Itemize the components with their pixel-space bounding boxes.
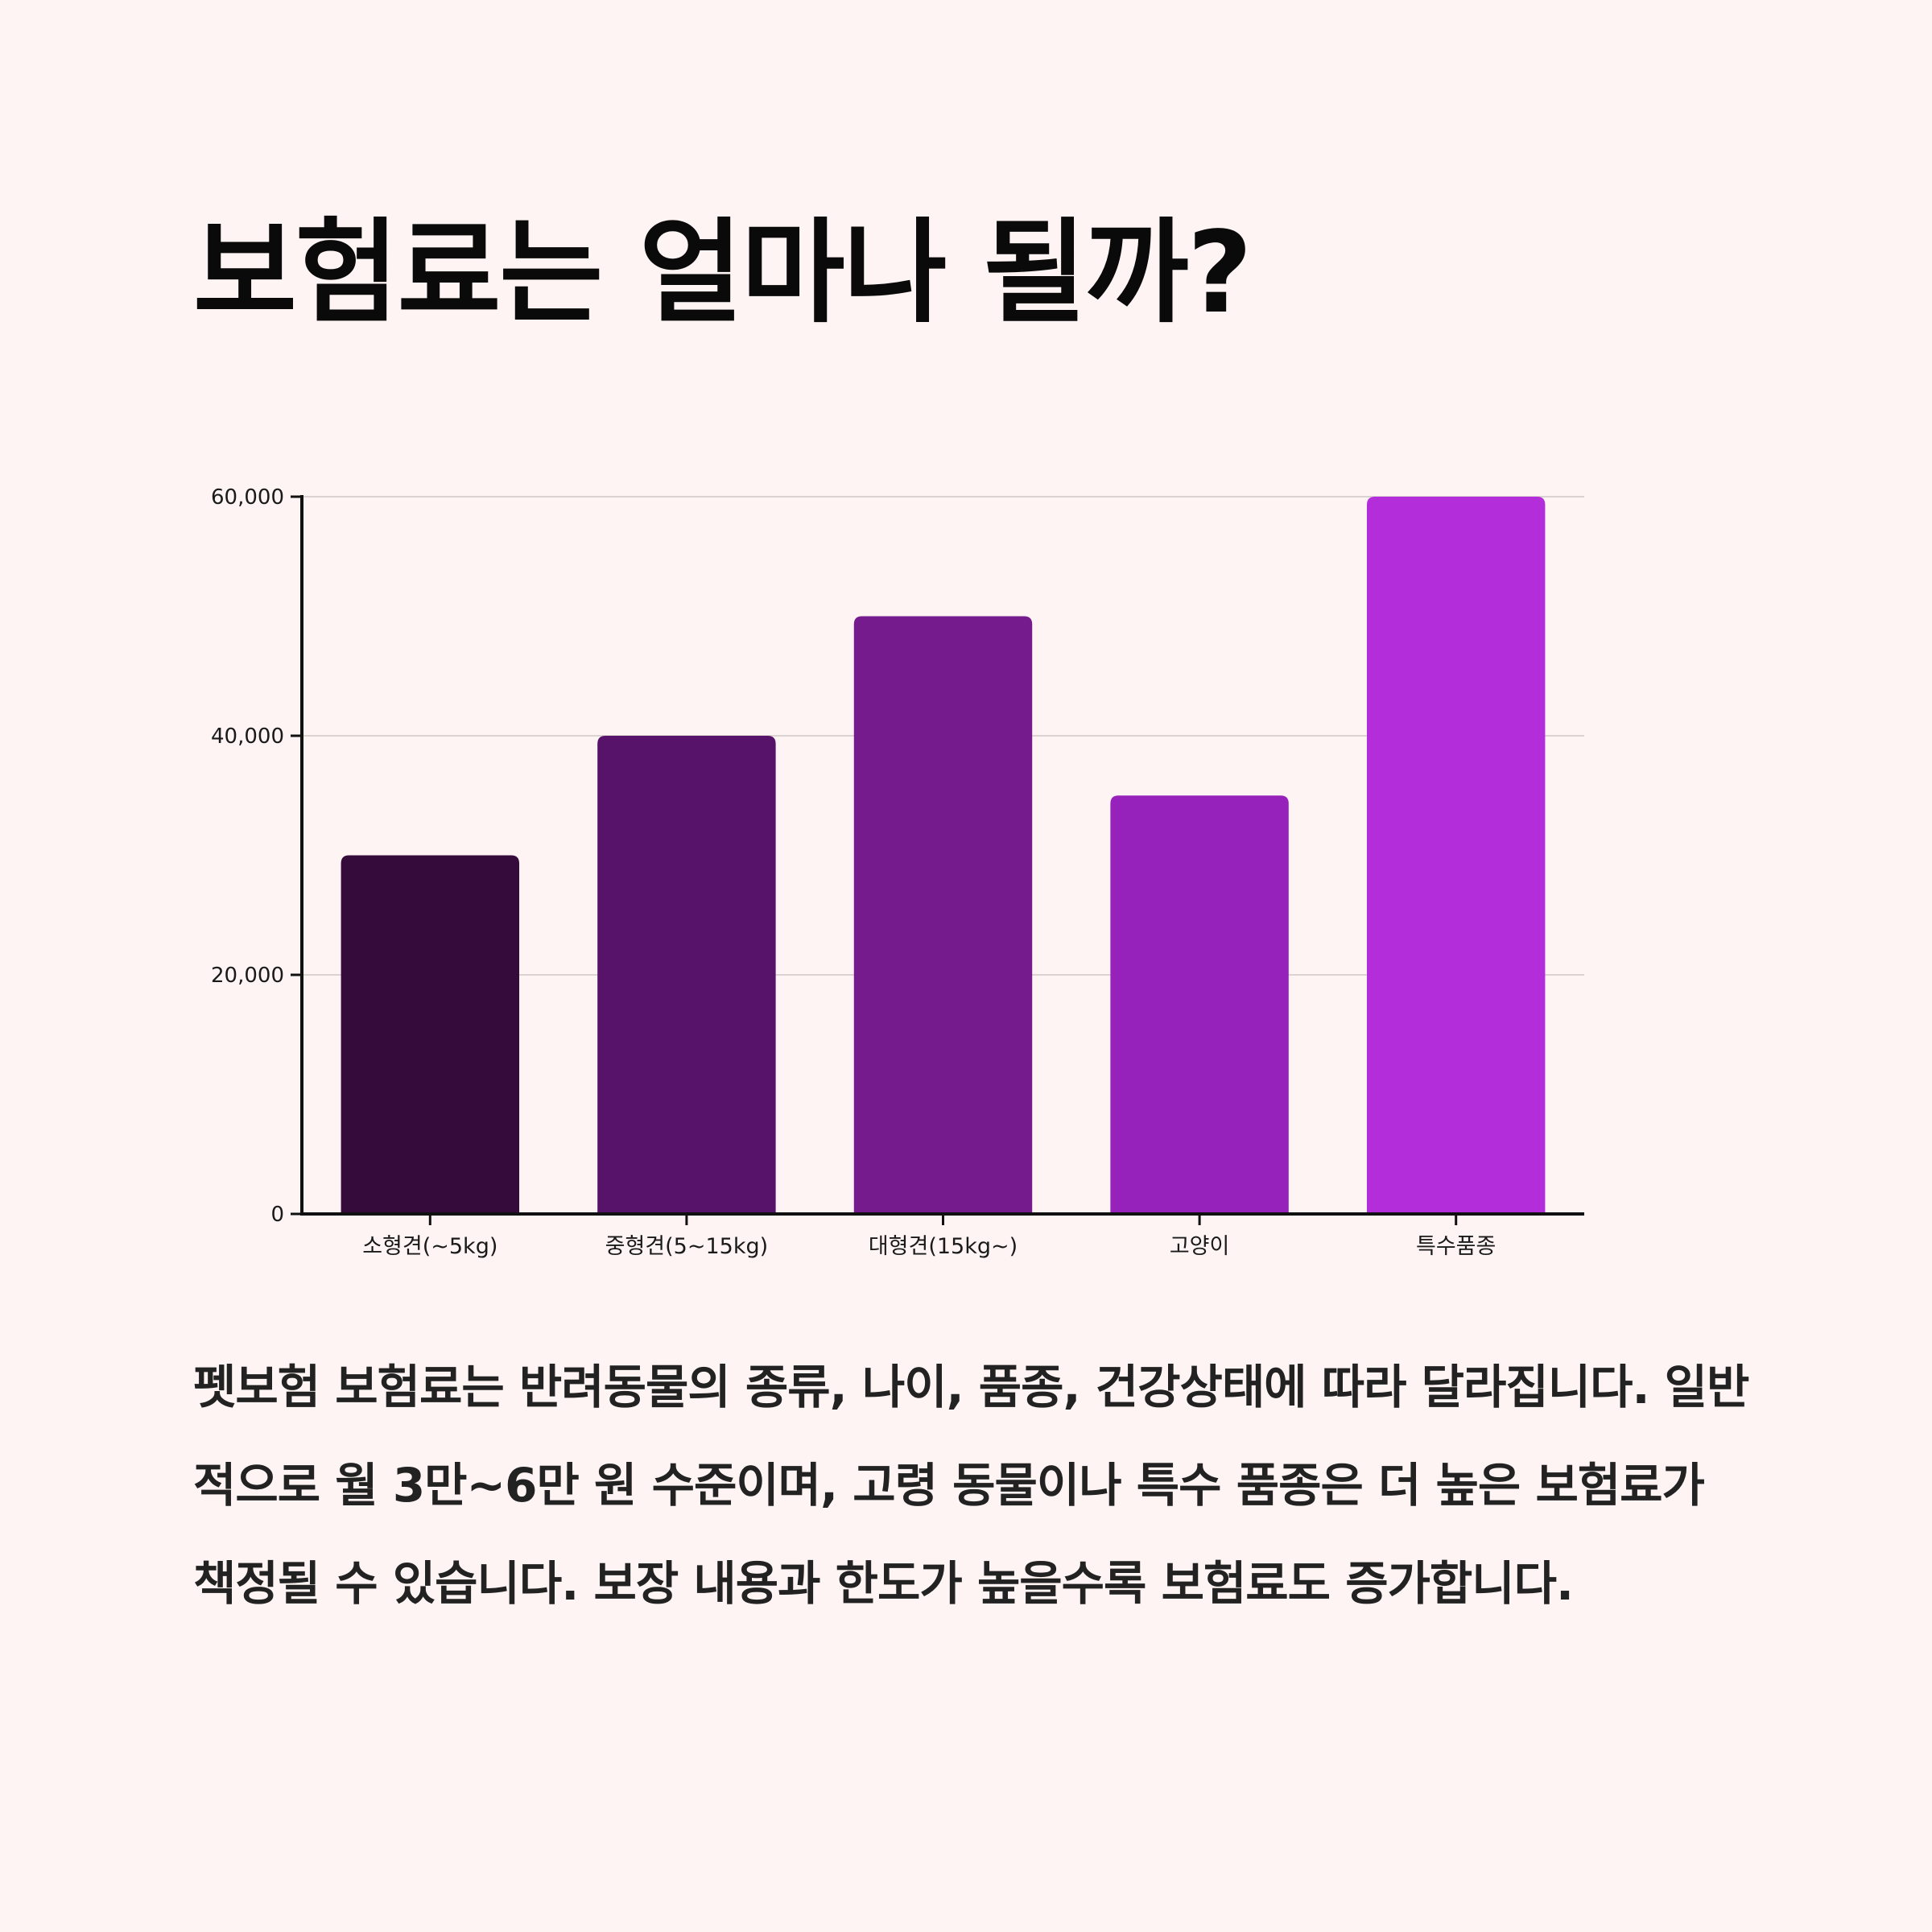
bar-chart: 0 20,000 40,000 60,000 소형견(~5kg) 중형견(5~15kg)… — [211, 485, 1584, 1259]
y-tick-label: 60,000 — [211, 485, 284, 510]
page-title: 보험료는 얼마나 될까? — [193, 208, 1253, 339]
bar — [853, 616, 1033, 1214]
description-text: 펫보험 보험료는 반려동물의 종류, 나이, 품종, 건강상태에 따라 달라집니… — [193, 1360, 1749, 1611]
x-tick-label: 소형견(~5kg) — [362, 1234, 497, 1259]
y-tick-label: 0 — [270, 1203, 284, 1227]
y-tick-label: 40,000 — [211, 724, 284, 749]
x-tick-label: 특수품종 — [1416, 1234, 1496, 1259]
x-tick-label: 중형견(5~15kg) — [605, 1234, 769, 1259]
bar — [1110, 795, 1289, 1214]
y-ticks: 0 20,000 40,000 60,000 — [211, 485, 302, 1227]
y-tick-label: 20,000 — [211, 964, 284, 988]
bar — [341, 855, 520, 1214]
bar — [1366, 497, 1546, 1214]
bar — [597, 736, 776, 1214]
bars — [341, 497, 1546, 1214]
x-tick-label: 대형견(15kg~) — [869, 1234, 1018, 1259]
x-ticks: 소형견(~5kg) 중형견(5~15kg) 대형견(15kg~) 고양이 특수품종 — [362, 1214, 1496, 1259]
x-tick-label: 고양이 — [1170, 1234, 1230, 1259]
